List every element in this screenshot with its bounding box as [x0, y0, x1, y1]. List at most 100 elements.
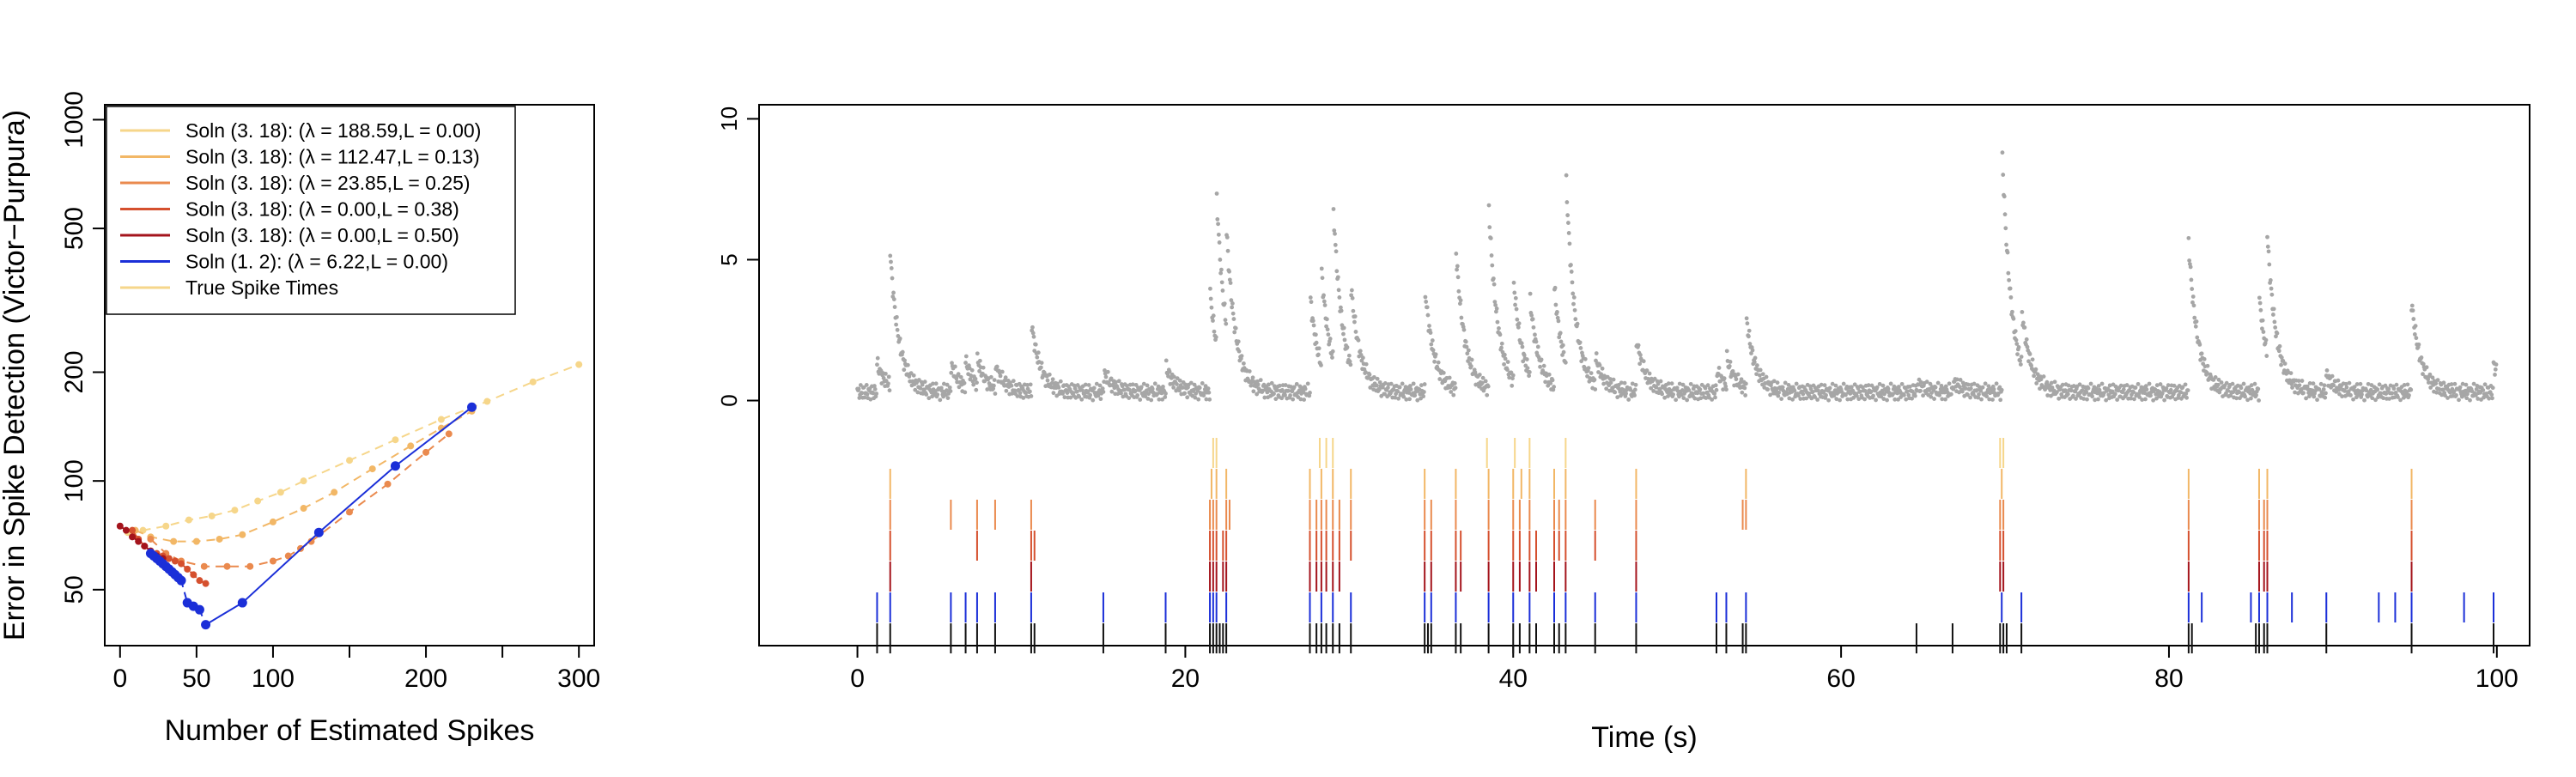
trace-point	[1745, 321, 1750, 326]
trace-point	[2003, 226, 2008, 231]
trace-point	[2413, 324, 2418, 328]
trace-point	[2452, 381, 2458, 386]
trace-point	[1404, 397, 1409, 402]
trace-point	[1611, 377, 1616, 382]
trace-point	[1792, 388, 1797, 393]
trace-point	[2360, 392, 2364, 397]
trace-point	[2386, 386, 2391, 392]
trace-point	[1216, 222, 1220, 227]
trace-point	[1100, 386, 1105, 391]
trace-point	[1407, 397, 1412, 402]
right-x-tick-label: 100	[2476, 665, 2518, 693]
trace-point	[1217, 240, 1222, 245]
trace-point	[2402, 382, 2407, 387]
trace-point	[1347, 359, 1352, 364]
trace-point	[1428, 331, 1433, 335]
trace-point	[1838, 398, 1842, 403]
trace-point	[1486, 203, 1492, 208]
trace-point	[1512, 290, 1517, 295]
trace-point	[1423, 294, 1428, 300]
data-point	[192, 537, 200, 545]
trace-point	[1395, 389, 1400, 394]
trace-point	[2279, 355, 2284, 360]
trace-point	[2034, 381, 2039, 385]
trace-point	[1425, 305, 1430, 310]
trace-point	[2290, 385, 2294, 390]
trace-point	[1160, 397, 1165, 402]
trace-point	[1455, 264, 1460, 269]
trace-point	[892, 305, 897, 309]
trace-point	[1133, 388, 1138, 393]
trace-point	[895, 327, 900, 332]
trace-point	[1780, 385, 1785, 390]
trace-point	[1633, 382, 1638, 387]
trace-point	[1018, 391, 1023, 396]
trace-point	[1815, 398, 1820, 402]
trace-point	[1285, 388, 1291, 393]
trace-point	[1185, 395, 1190, 400]
data-point	[307, 537, 315, 545]
trace-point	[1801, 392, 1806, 397]
trace-point	[2074, 397, 2078, 401]
trace-point	[1947, 381, 1952, 386]
trace-point	[1227, 277, 1232, 282]
trace-point	[1979, 397, 1984, 402]
trace-point	[1364, 361, 1369, 367]
trace-point	[1851, 395, 1856, 400]
trace-point	[2457, 398, 2461, 403]
trace-point	[1604, 386, 1609, 392]
trace-point	[1557, 335, 1562, 340]
data-point	[190, 571, 197, 579]
trace-point	[1163, 395, 1168, 399]
trace-point	[993, 392, 998, 396]
trace-point	[1808, 386, 1814, 392]
trace-point	[1216, 232, 1221, 237]
legend-label: True Spike Times	[185, 276, 338, 299]
trace-point	[2323, 395, 2328, 400]
trace-point	[2045, 393, 2050, 398]
trace-point	[2127, 388, 2132, 393]
data-point	[384, 480, 392, 488]
trace-point	[1543, 379, 1548, 385]
data-point	[165, 555, 173, 562]
trace-point	[1727, 364, 1732, 368]
trace-point	[1994, 381, 1999, 386]
trace-point	[1180, 385, 1185, 390]
trace-point	[1710, 398, 1715, 402]
trace-point	[2347, 380, 2352, 385]
trace-point	[2060, 382, 2065, 387]
trace-point	[1468, 364, 1473, 368]
trace-point	[1561, 349, 1566, 355]
trace-point	[1896, 385, 1901, 389]
trace-point	[2124, 383, 2129, 387]
trace-point	[2029, 363, 2033, 368]
trace-point	[886, 374, 891, 379]
trace-point	[1488, 236, 1493, 240]
trace-point	[1036, 350, 1041, 355]
trace-point	[1713, 395, 1717, 400]
trace-point	[2482, 382, 2488, 387]
legend-label: Soln (3. 18): (λ = 0.00,L = 0.50)	[185, 224, 459, 246]
trace-point	[2010, 309, 2014, 314]
trace-point	[2008, 294, 2014, 300]
trace-point	[1866, 383, 1871, 388]
data-point	[467, 402, 477, 412]
trace-point	[2411, 317, 2416, 321]
trace-point	[1652, 376, 1657, 381]
trace-point	[1968, 386, 1973, 391]
trace-point	[2267, 262, 2272, 267]
trace-point	[2030, 357, 2035, 362]
trace-point	[1601, 381, 1607, 386]
trace-point	[1236, 339, 1241, 344]
trace-point	[1375, 376, 1380, 381]
trace-point	[2336, 378, 2341, 383]
trace-point	[1145, 383, 1150, 388]
trace-point	[1341, 331, 1346, 337]
trace-point	[1913, 393, 1917, 398]
trace-point	[1157, 397, 1162, 402]
trace-point	[1477, 373, 1482, 377]
trace-point	[1578, 346, 1583, 350]
trace-point	[988, 374, 993, 379]
trace-point	[1826, 398, 1832, 403]
trace-point	[2190, 294, 2196, 299]
